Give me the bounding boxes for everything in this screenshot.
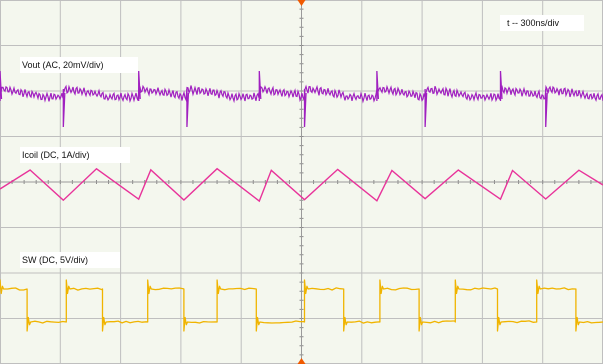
sw-trace: [0, 279, 603, 332]
vout-label: Vout (AC, 20mV/div): [22, 60, 104, 70]
vout-spike: [186, 89, 190, 128]
timebase-label-box: [500, 15, 584, 31]
vout-spike: [424, 89, 428, 128]
vout-spike: [303, 89, 307, 128]
vout-spike: [376, 70, 380, 101]
icoil-label: Icoil (DC, 1A/div): [22, 150, 90, 160]
icoil-label-box: [20, 147, 130, 163]
icoil-trace: [0, 167, 603, 203]
vout-spike: [545, 89, 548, 128]
trigger-markers: [297, 0, 306, 364]
vout-spike: [499, 70, 503, 101]
vout-spike: [258, 70, 262, 101]
sw-label: SW (DC, 5V/div): [22, 255, 88, 265]
trigger-marker-top: [297, 0, 306, 6]
traces: [0, 70, 603, 332]
vout-spike: [62, 89, 66, 128]
vout-trace: [0, 84, 603, 104]
vout-spike: [138, 70, 141, 101]
vout-spike: [0, 70, 3, 101]
trigger-marker-bottom: [297, 358, 306, 364]
sw-label-box: [20, 252, 120, 268]
vout-spikes: [0, 70, 548, 128]
vout-label-box: [20, 57, 138, 73]
timebase-label: t -- 300ns/div: [507, 18, 560, 28]
trace-labels: t -- 300ns/div Vout (AC, 20mV/div) Icoil…: [20, 15, 584, 268]
